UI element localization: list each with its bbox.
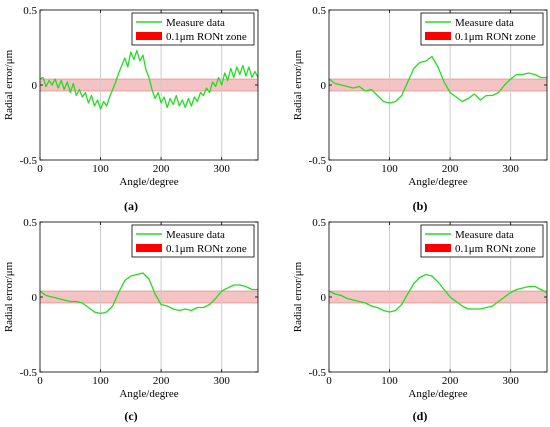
legend: Measure data 0.1μm RONt zone	[131, 12, 255, 46]
panel-label: (a)	[124, 199, 138, 213]
y-tick-label: 0	[32, 80, 38, 92]
legend: Measure data 0.1μm RONt zone	[420, 12, 544, 46]
x-tick-label: 200	[153, 163, 170, 175]
legend-label-ront-zone: 0.1μm RONt zone	[455, 243, 536, 255]
x-tick-label: 300	[213, 163, 230, 175]
x-tick-label: 100	[92, 375, 109, 387]
legend-label-ront-zone: 0.1μm RONt zone	[166, 243, 247, 255]
x-tick-label: 100	[381, 163, 398, 175]
y-tick-label: 0.5	[312, 217, 326, 229]
panel-label: (b)	[413, 199, 428, 213]
x-axis-label: Angle/degree	[119, 388, 178, 400]
x-tick-label: 0	[326, 163, 332, 175]
x-tick-label: 100	[381, 375, 398, 387]
x-axis-label: Angle/degree	[119, 176, 178, 188]
series-line-measure-data	[328, 55, 547, 104]
series-line-measure-data	[39, 49, 259, 110]
y-axis-label: Radial error/μm	[3, 261, 15, 332]
x-tick-label: 200	[442, 375, 459, 387]
y-tick-label: -0.5	[309, 367, 327, 379]
ront-zone-band	[329, 291, 547, 303]
ront-zone-band	[40, 79, 258, 91]
legend-swatch-ront-zone	[136, 32, 162, 40]
y-tick-label: 0.5	[23, 5, 37, 17]
legend-swatch-ront-zone	[425, 32, 451, 40]
legend-label-measure-data: Measure data	[166, 229, 225, 241]
x-tick-label: 0	[37, 375, 43, 387]
y-tick-label: 0.5	[312, 5, 326, 17]
x-tick-label: 300	[502, 375, 519, 387]
x-axis-label: Angle/degree	[408, 388, 467, 400]
panel-label: (d)	[413, 409, 428, 423]
y-tick-label: -0.5	[20, 367, 38, 379]
x-tick-label: 200	[442, 163, 459, 175]
ront-zone-band	[40, 291, 258, 303]
y-tick-label: -0.5	[20, 155, 38, 167]
legend-swatch-ront-zone	[136, 244, 162, 252]
y-tick-label: 0.5	[23, 217, 37, 229]
y-axis-label: Radial error/μm	[292, 261, 304, 332]
legend-label-ront-zone: 0.1μm RONt zone	[166, 31, 247, 43]
y-axis-label: Radial error/μm	[292, 49, 304, 120]
legend-label-measure-data: Measure data	[166, 17, 225, 29]
x-axis-label: Angle/degree	[408, 176, 467, 188]
y-tick-label: -0.5	[309, 155, 327, 167]
panel-label: (c)	[124, 409, 137, 423]
ront-zone-band	[329, 79, 547, 91]
x-tick-label: 0	[37, 163, 43, 175]
x-tick-label: 300	[502, 163, 519, 175]
x-tick-label: 100	[92, 163, 109, 175]
y-axis-label: Radial error/μm	[3, 49, 15, 120]
x-tick-label: 300	[213, 375, 230, 387]
legend-label-measure-data: Measure data	[455, 229, 514, 241]
legend-label-ront-zone: 0.1μm RONt zone	[455, 31, 536, 43]
y-tick-label: 0	[321, 80, 327, 92]
legend-swatch-ront-zone	[425, 244, 451, 252]
legend-label-measure-data: Measure data	[455, 17, 514, 29]
series-line-measure-data	[328, 273, 548, 313]
legend: Measure data 0.1μm RONt zone	[131, 224, 255, 258]
y-tick-label: 0	[32, 292, 38, 304]
y-tick-label: 0	[321, 292, 327, 304]
x-tick-label: 200	[153, 375, 170, 387]
series-line-measure-data	[39, 272, 258, 315]
x-tick-label: 0	[326, 375, 332, 387]
legend: Measure data 0.1μm RONt zone	[420, 224, 544, 258]
